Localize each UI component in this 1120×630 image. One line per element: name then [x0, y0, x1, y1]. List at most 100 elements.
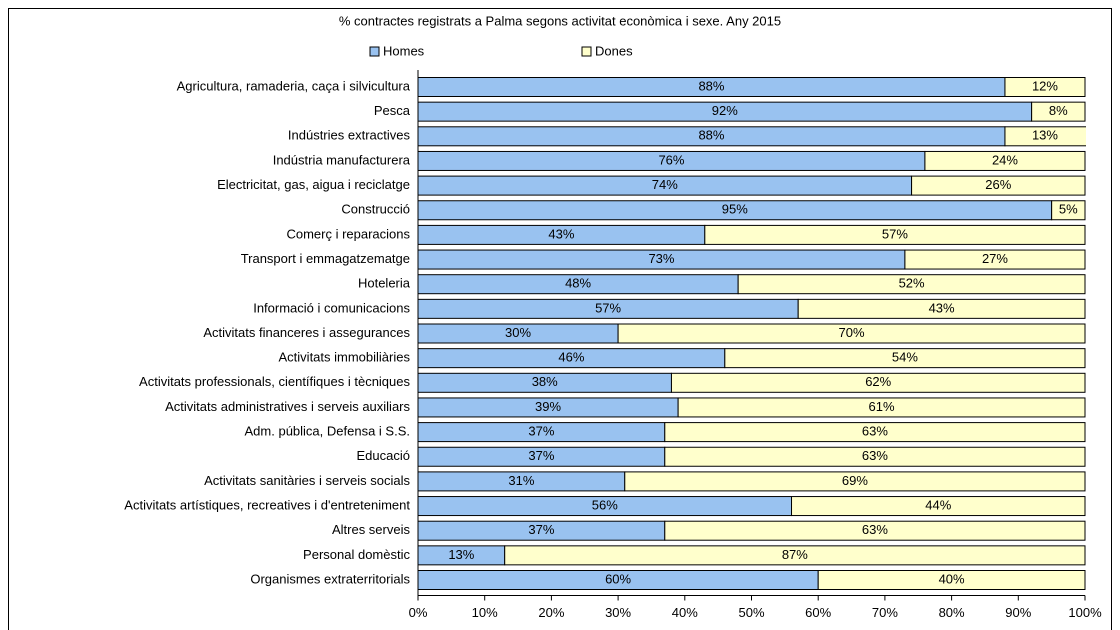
bar-segment	[677, 397, 1086, 418]
x-tick-label: 0%	[409, 605, 428, 620]
bar-segment	[1051, 200, 1086, 221]
y-tick-label: Informació i comunicacions	[253, 300, 410, 315]
bar-segment	[664, 446, 1086, 467]
data-label: 12%	[1032, 78, 1058, 93]
data-label: 39%	[535, 399, 561, 414]
data-label: 40%	[939, 571, 965, 586]
x-tick-label: 30%	[605, 605, 631, 620]
legend-label: Homes	[383, 43, 425, 58]
data-label: 43%	[929, 300, 955, 315]
x-tick-label: 40%	[672, 605, 698, 620]
bar-segment	[1004, 77, 1086, 97]
data-label: 56%	[592, 497, 618, 512]
bar-segment	[504, 545, 1086, 566]
y-tick-label: Indústries extractives	[288, 128, 411, 143]
bar-segment	[1031, 101, 1086, 122]
data-label: 13%	[1032, 128, 1058, 143]
data-label: 37%	[528, 448, 554, 463]
bar-segment	[1004, 126, 1086, 147]
legend-label: Dones	[595, 43, 633, 58]
data-label: 69%	[842, 473, 868, 488]
y-tick-label: Activitats artístiques, recreatives i d'…	[124, 497, 410, 512]
bar-segment	[817, 570, 1086, 590]
x-tick-label: 70%	[872, 605, 898, 620]
y-tick-label: Transport i emmagatzematge	[241, 251, 410, 266]
data-label: 63%	[862, 424, 888, 439]
bar-segment	[911, 175, 1086, 196]
data-label: 26%	[985, 177, 1011, 192]
y-tick-label: Agricultura, ramaderia, caça i silvicult…	[177, 78, 411, 93]
data-label: 46%	[558, 350, 584, 365]
bar-segment	[904, 249, 1086, 270]
x-tick-label: 50%	[738, 605, 764, 620]
y-tick-label: Organismes extraterritorials	[250, 571, 410, 586]
y-tick-label: Altres serveis	[332, 522, 411, 537]
data-label: 74%	[652, 177, 678, 192]
chart-title: % contractes registrats a Palma segons a…	[339, 13, 781, 28]
data-label: 27%	[982, 251, 1008, 266]
x-tick-label: 80%	[939, 605, 965, 620]
y-tick-label: Activitats financeres i assegurances	[203, 325, 410, 340]
x-tick-label: 100%	[1068, 605, 1102, 620]
y-tick-label: Adm. pública, Defensa i S.S.	[245, 424, 410, 439]
y-tick-label: Activitats sanitàries i serveis socials	[204, 473, 410, 488]
x-tick-label: 20%	[538, 605, 564, 620]
data-label: 37%	[528, 424, 554, 439]
bar-segment	[704, 224, 1086, 245]
bar-segment	[724, 348, 1086, 369]
data-label: 30%	[505, 325, 531, 340]
data-label: 54%	[892, 350, 918, 365]
y-tick-label: Comerç i reparacions	[286, 226, 410, 241]
data-label: 92%	[712, 103, 738, 118]
data-label: 95%	[722, 202, 748, 217]
y-tick-label: Hoteleria	[358, 276, 411, 291]
bar-segment	[617, 323, 1086, 344]
bar-segment	[664, 422, 1086, 443]
data-label: 70%	[839, 325, 865, 340]
data-label: 37%	[528, 522, 554, 537]
data-label: 24%	[992, 152, 1018, 167]
data-label: 63%	[862, 448, 888, 463]
data-label: 63%	[862, 522, 888, 537]
chart-border	[8, 8, 1112, 630]
y-tick-label: Construcció	[341, 202, 410, 217]
y-tick-label: Indústria manufacturera	[273, 152, 411, 167]
data-label: 60%	[605, 571, 631, 586]
bar-segment	[797, 298, 1086, 319]
bar-segment	[791, 496, 1086, 517]
data-label: 61%	[869, 399, 895, 414]
legend-swatch	[369, 46, 380, 57]
y-tick-label: Personal domèstic	[303, 547, 410, 562]
x-tick-label: 90%	[1005, 605, 1031, 620]
y-tick-label: Activitats administratives i serveis aux…	[165, 399, 410, 414]
data-label: 57%	[595, 300, 621, 315]
data-label: 38%	[532, 374, 558, 389]
data-label: 43%	[548, 226, 574, 241]
data-label: 76%	[658, 152, 684, 167]
bar-segment	[664, 520, 1086, 541]
data-label: 13%	[448, 547, 474, 562]
data-label: 88%	[698, 128, 724, 143]
data-label: 62%	[865, 374, 891, 389]
x-tick-label: 10%	[472, 605, 498, 620]
y-tick-label: Activitats immobiliàries	[279, 350, 411, 365]
bar-segment	[924, 150, 1086, 171]
data-label: 87%	[782, 547, 808, 562]
data-label: 88%	[698, 78, 724, 93]
bar-segment	[624, 471, 1086, 492]
data-label: 57%	[882, 226, 908, 241]
data-label: 44%	[925, 497, 951, 512]
plot	[418, 77, 1086, 590]
data-label: 5%	[1059, 202, 1078, 217]
y-tick-label: Electricitat, gas, aigua i reciclatge	[217, 177, 410, 192]
data-label: 73%	[648, 251, 674, 266]
data-label: 8%	[1049, 103, 1068, 118]
y-tick-label: Pesca	[374, 103, 411, 118]
x-tick-label: 60%	[805, 605, 831, 620]
legend-swatch	[581, 46, 592, 57]
data-label: 31%	[508, 473, 534, 488]
data-label: 48%	[565, 276, 591, 291]
bar-segment	[670, 372, 1086, 393]
y-tick-label: Activitats professionals, científiques i…	[139, 374, 410, 389]
